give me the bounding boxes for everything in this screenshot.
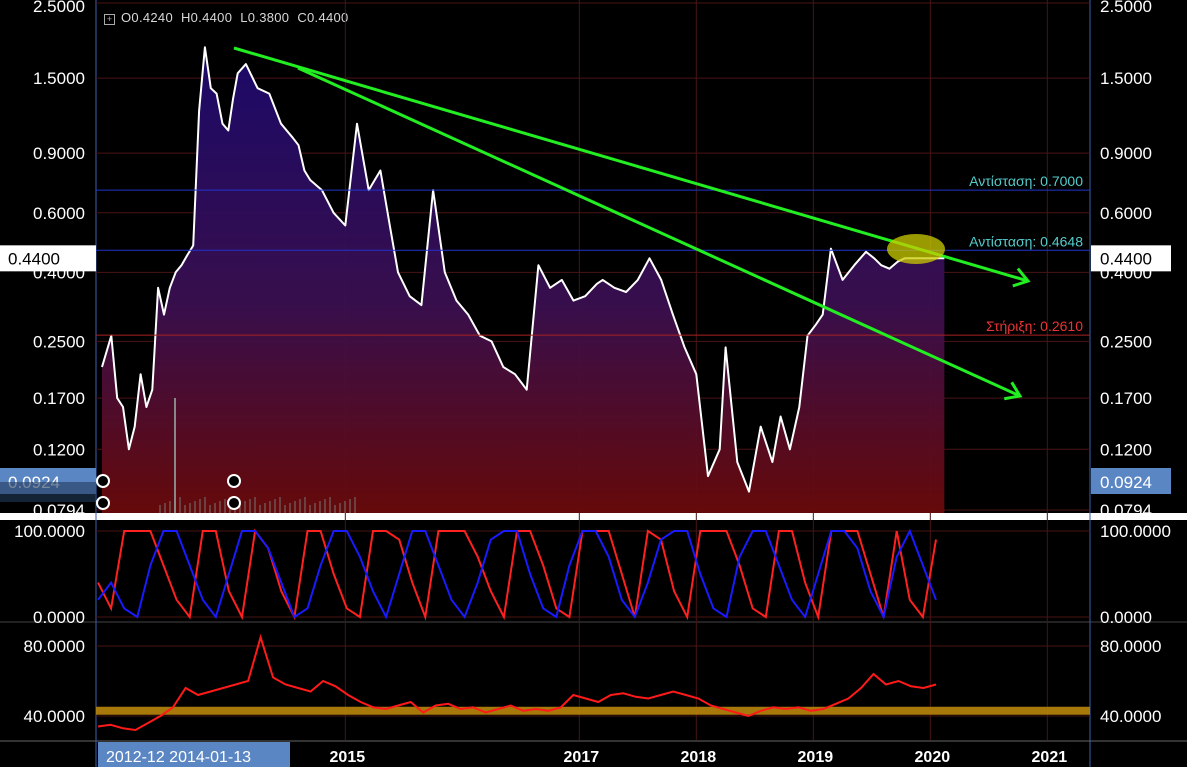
current-price-badge-right	[1091, 245, 1171, 272]
stoch-tick-left: 0.0000	[33, 608, 85, 627]
y-tick-label-left: 1.5000	[33, 69, 85, 88]
y-tick-label-left: 0.0794	[33, 501, 85, 520]
expand-icon[interactable]: +	[104, 14, 115, 25]
stoch-tick-right: 0.0000	[1100, 608, 1152, 627]
stoch-d-line	[97, 528, 937, 620]
rsi-tick-left: 80.0000	[24, 637, 85, 656]
selection-handle[interactable]	[96, 474, 110, 488]
rsi-tick-left: 40.0000	[24, 707, 85, 726]
x-tick-label: 2020	[915, 749, 951, 766]
y-tick-label-right: 0.2500	[1100, 332, 1152, 351]
y-tick-label-left: 0.1700	[33, 389, 85, 408]
trend-arrow-head	[1012, 267, 1031, 288]
y-tick-label-right: 2.5000	[1100, 0, 1152, 16]
y-tick-label-right: 1.5000	[1100, 69, 1152, 88]
y-tick-label-left: 0.9000	[33, 144, 85, 163]
ohlc-open: O0.4240	[121, 10, 173, 25]
panel-separator	[0, 513, 1187, 520]
ohlc-readout: + O0.4240 H0.4400 L0.3800 C0.4400	[104, 10, 357, 25]
rsi-tick-right: 80.0000	[1100, 637, 1161, 656]
stoch-k-line	[97, 528, 937, 621]
x-tick-label: 2018	[681, 749, 717, 766]
rsi-reference-band	[96, 706, 1090, 715]
rsi-tick-right: 40.0000	[1100, 707, 1161, 726]
level-label: Στήριξη: 0.2610	[986, 318, 1083, 334]
y-tick-label-left: 0.1200	[33, 440, 85, 459]
y-tick-label-left: 0.2500	[33, 332, 85, 351]
x-range-label: 2012-12 2014-01-13	[106, 749, 251, 766]
current-price-left: 0.4400	[8, 249, 60, 268]
y-tick-label-right: 0.0794	[1100, 501, 1152, 520]
level-label: Αντίσταση: 0.7000	[969, 173, 1083, 189]
current-price-right: 0.4400	[1100, 249, 1152, 268]
low-marker-right: 0.0924	[1100, 473, 1152, 492]
ohlc-high: H0.4400	[180, 10, 233, 25]
current-price-badge-left	[0, 245, 96, 272]
x-tick-label: 2015	[330, 749, 366, 766]
ohlc-low: L0.3800	[240, 10, 290, 25]
level-label: Αντίσταση: 0.4648	[969, 233, 1083, 249]
x-tick-label: 2019	[798, 749, 834, 766]
highlight-ellipse[interactable]	[887, 234, 945, 264]
stoch-tick-right: 100.0000	[1100, 522, 1171, 541]
y-tick-label-right: 0.6000	[1100, 204, 1152, 223]
y-tick-label-right: 0.9000	[1100, 144, 1152, 163]
trend-line[interactable]	[297, 66, 1021, 398]
stoch-tick-left: 100.0000	[14, 522, 85, 541]
low-marker-badge-right	[1091, 468, 1171, 494]
price-line	[101, 46, 945, 493]
trend-arrow-head	[1003, 381, 1023, 401]
y-tick-label-right: 0.1700	[1100, 389, 1152, 408]
x-tick-label: 2017	[564, 749, 600, 766]
selection-handle[interactable]	[227, 474, 241, 488]
selection-handle[interactable]	[96, 496, 110, 510]
ohlc-close: C0.4400	[297, 10, 349, 25]
x-range-badge	[98, 742, 290, 767]
selection-band	[0, 482, 96, 502]
x-tick-label: 2021	[1032, 749, 1068, 766]
y-tick-label-right: 0.1200	[1100, 440, 1152, 459]
y-tick-label-left: 2.5000	[33, 0, 85, 16]
selection-handle[interactable]	[227, 496, 241, 510]
price-area-fill	[101, 47, 945, 514]
y-tick-label-left: 0.6000	[33, 204, 85, 223]
rsi-line	[97, 633, 937, 732]
